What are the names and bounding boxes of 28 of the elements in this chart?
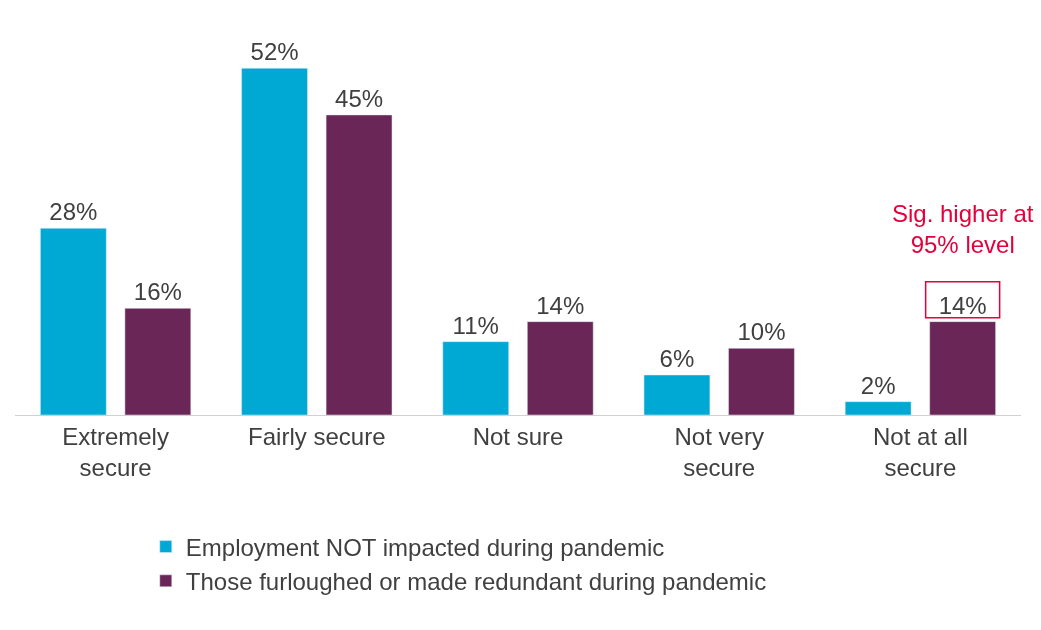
x-tick-label: Not sure: [472, 422, 564, 450]
data-label: 6%: [659, 344, 695, 372]
x-tick-label: Extremely secure: [62, 422, 169, 481]
data-label: 14%: [938, 291, 987, 319]
x-tick-label: Not very secure: [674, 422, 764, 481]
legend-label: Those furloughed or made redundant during pandemic: [185, 568, 767, 596]
data-label: 28%: [49, 198, 98, 226]
data-label: 14%: [536, 291, 585, 319]
bar: [241, 68, 308, 415]
annotation: Sig. higher at 95% level: [892, 200, 1034, 259]
bar: [40, 228, 107, 415]
bar: [643, 374, 711, 415]
data-label: 2%: [860, 371, 896, 399]
bar: [527, 321, 594, 415]
bar: [844, 401, 912, 415]
bar: [728, 348, 795, 415]
data-label: 16%: [133, 278, 182, 306]
bar: [325, 114, 393, 415]
bar: [442, 341, 509, 415]
x-tick-label: Not at all secure: [873, 422, 968, 481]
legend-label: Employment NOT impacted during pandemic: [185, 533, 665, 561]
data-label: 11%: [452, 311, 499, 339]
bar: [929, 321, 996, 415]
data-label: 10%: [737, 318, 786, 346]
bar: [124, 308, 192, 415]
data-label: 52%: [250, 38, 299, 66]
data-label: 45%: [335, 84, 384, 112]
x-tick-label: Fairly secure: [248, 422, 386, 450]
